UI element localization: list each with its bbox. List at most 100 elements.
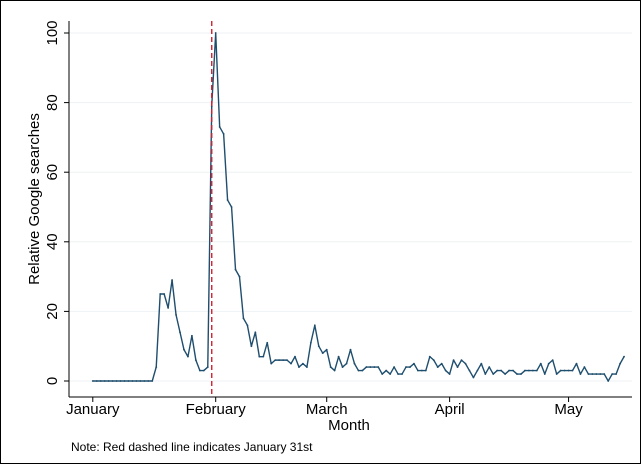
data-point	[385, 369, 388, 372]
x-tick-label: April	[435, 401, 465, 418]
data-point	[472, 376, 475, 379]
data-point	[460, 359, 463, 362]
data-point	[278, 359, 281, 362]
data-point	[571, 369, 574, 372]
data-point	[238, 275, 241, 278]
data-point	[405, 366, 407, 368]
data-point	[99, 380, 102, 382]
data-point	[448, 373, 451, 375]
data-point	[591, 373, 594, 375]
y-tick-label: 80	[44, 94, 61, 111]
data-point	[325, 348, 328, 351]
data-point	[504, 373, 507, 375]
data-point	[607, 380, 610, 382]
data-point	[309, 341, 312, 344]
data-point	[143, 380, 146, 382]
data-point	[413, 362, 415, 365]
data-point	[202, 369, 205, 372]
data-point	[345, 362, 348, 365]
data-point	[127, 380, 130, 382]
data-point	[329, 366, 332, 368]
data-point	[444, 369, 447, 372]
data-point	[401, 373, 403, 375]
data-point	[468, 369, 471, 372]
data-point	[317, 345, 320, 348]
data-point	[623, 355, 625, 358]
data-point	[508, 369, 510, 372]
data-point	[393, 366, 396, 368]
data-point	[270, 362, 273, 365]
data-point	[611, 373, 614, 375]
data-point	[551, 359, 554, 362]
data-point	[349, 348, 352, 351]
data-point	[218, 126, 221, 128]
data-point	[488, 366, 491, 368]
data-point	[226, 199, 229, 201]
data-point	[194, 359, 197, 362]
data-point	[206, 366, 209, 368]
y-tick-label: 0	[44, 377, 61, 385]
data-point	[484, 373, 487, 375]
data-point	[290, 362, 292, 365]
data-point	[496, 369, 499, 372]
data-point	[294, 355, 296, 358]
data-point	[409, 366, 411, 368]
data-point	[131, 380, 134, 382]
data-point	[595, 373, 598, 375]
data-point	[266, 341, 269, 344]
data-point	[191, 334, 193, 337]
data-point	[420, 369, 423, 372]
data-point	[377, 366, 380, 368]
data-point	[599, 373, 602, 375]
data-point	[500, 369, 503, 372]
data-point	[313, 324, 316, 327]
data-point	[397, 373, 399, 375]
data-point	[119, 380, 122, 382]
data-point	[373, 366, 376, 368]
data-point	[115, 380, 118, 382]
data-point	[139, 380, 142, 382]
data-point	[539, 362, 542, 365]
data-point	[147, 380, 150, 382]
data-point	[353, 362, 356, 365]
data-point	[254, 331, 257, 334]
data-point	[262, 355, 265, 358]
data-point	[512, 369, 514, 372]
data-point	[516, 373, 518, 375]
y-ticks: 0 20 40 60 80 100	[44, 20, 69, 385]
data-point	[579, 373, 582, 375]
x-tick-label: February	[186, 401, 247, 418]
data-point	[305, 366, 308, 368]
data-point	[341, 366, 344, 368]
data-point	[286, 359, 288, 362]
data-point	[163, 293, 166, 295]
data-point	[179, 331, 181, 334]
gridlines	[69, 32, 632, 382]
data-point	[603, 373, 606, 375]
data-point	[543, 373, 546, 375]
data-point	[198, 369, 201, 372]
data-point	[333, 369, 336, 372]
data-point	[91, 380, 94, 382]
data-point	[187, 355, 189, 358]
data-point	[587, 373, 590, 375]
data-point	[321, 352, 324, 355]
data-point	[456, 366, 459, 368]
data-point	[567, 369, 570, 372]
data-point	[559, 369, 562, 372]
data-point	[242, 317, 245, 320]
data-point	[424, 369, 427, 372]
data-point	[175, 313, 177, 316]
data-point	[520, 373, 522, 375]
data-point	[464, 362, 467, 365]
x-tick-label: March	[306, 401, 348, 418]
x-tick-label: January	[66, 401, 120, 418]
y-tick-label: 40	[44, 233, 61, 250]
plot-area	[69, 21, 632, 397]
y-tick-label: 100	[44, 20, 61, 45]
data-point	[369, 366, 372, 368]
data-point	[234, 268, 237, 271]
data-point	[107, 380, 110, 382]
y-axis-label: Relative Google searches	[26, 113, 43, 285]
